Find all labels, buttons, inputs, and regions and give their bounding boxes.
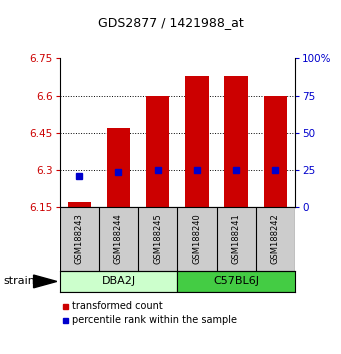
Polygon shape	[33, 275, 57, 288]
Text: transformed count: transformed count	[72, 301, 162, 311]
Text: percentile rank within the sample: percentile rank within the sample	[72, 315, 237, 325]
Text: C57BL6J: C57BL6J	[213, 276, 259, 286]
Text: GSM188240: GSM188240	[192, 213, 202, 264]
Bar	[185, 76, 209, 207]
Text: GSM188241: GSM188241	[232, 213, 241, 264]
Text: strain: strain	[3, 276, 35, 286]
Bar	[107, 128, 130, 207]
Text: GSM188243: GSM188243	[75, 213, 84, 264]
Bar	[146, 96, 169, 207]
Text: DBA2J: DBA2J	[101, 276, 136, 286]
Text: GDS2877 / 1421988_at: GDS2877 / 1421988_at	[98, 16, 243, 29]
Bar	[224, 76, 248, 207]
Text: GSM188245: GSM188245	[153, 213, 162, 264]
Bar	[68, 202, 91, 207]
Text: GSM188242: GSM188242	[271, 213, 280, 264]
Bar	[177, 271, 295, 292]
Text: GSM188244: GSM188244	[114, 213, 123, 264]
Bar	[60, 271, 177, 292]
Bar	[264, 96, 287, 207]
